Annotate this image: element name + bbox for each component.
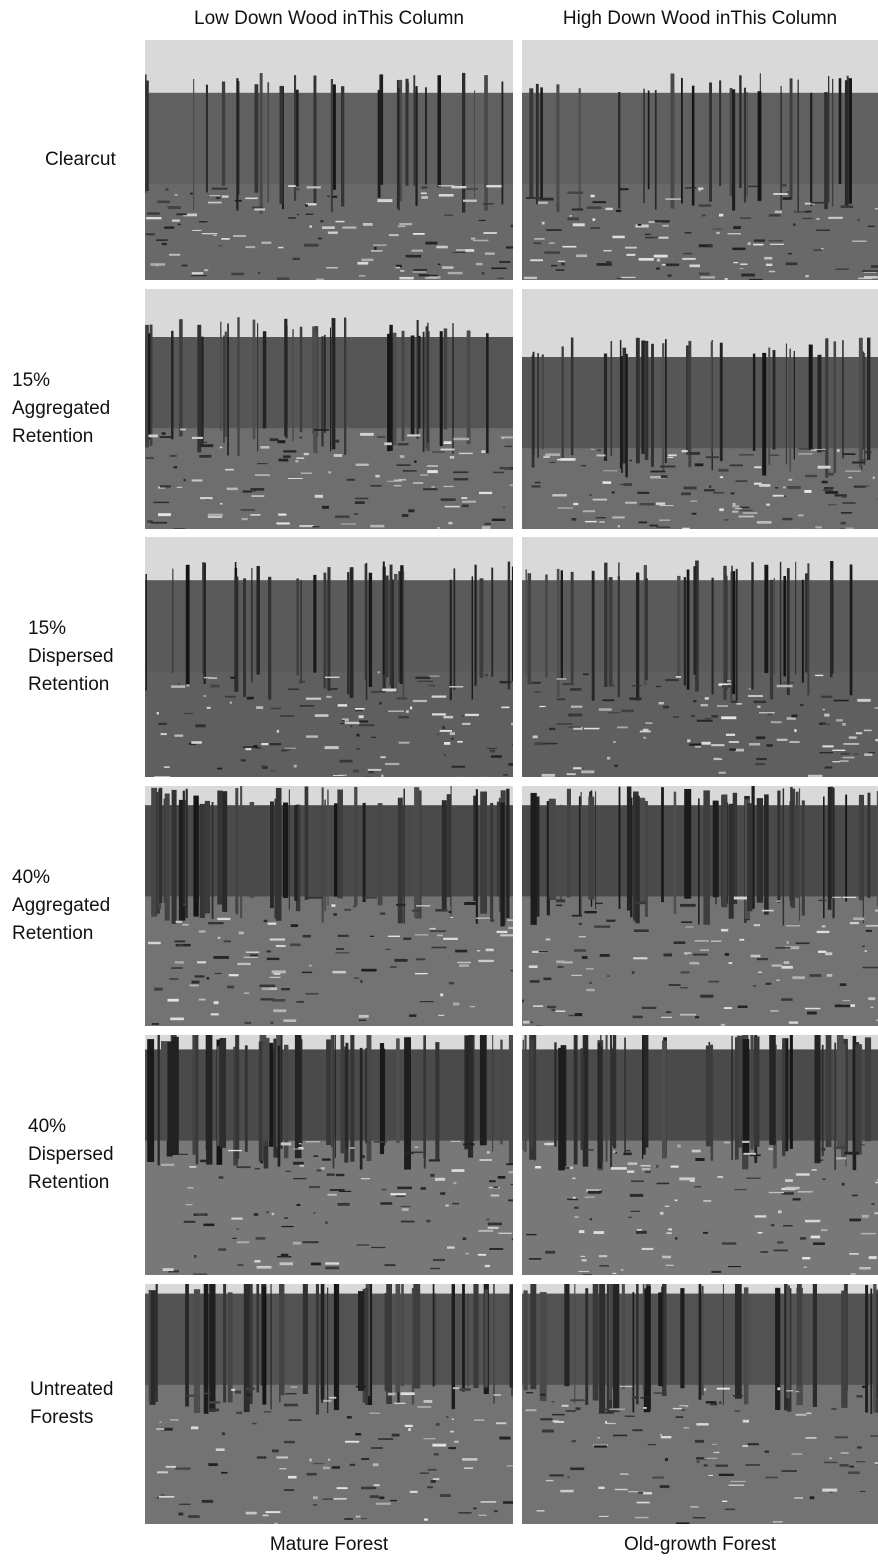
row-label-untreated: Untreated Forests [0, 1284, 145, 1524]
row-label-text: 15% Dispersed Retention [28, 618, 114, 695]
column-footer-mature-forest: Mature Forest [269, 1534, 389, 1555]
column-header-high-down-wood: High Down Wood inThis Column [562, 8, 838, 29]
column-footer-old-growth-forest: Old-growth Forest [623, 1534, 777, 1555]
row-label-15-aggregated: 15% Aggregated Retention [0, 289, 145, 529]
row-label-text: 40% Dispersed Retention [28, 1116, 114, 1193]
row-label-text: 15% Aggregated Retention [12, 370, 111, 447]
row-label-40-dispersed: 40% Dispersed Retention [0, 1035, 145, 1275]
row-label-clearcut: Clearcut [0, 40, 145, 280]
forest-photo [522, 1035, 878, 1275]
forest-photo [145, 1035, 513, 1275]
forest-photo [522, 786, 878, 1026]
forest-photo [145, 537, 513, 777]
row-label-text: 40% Aggregated Retention [12, 867, 111, 944]
forest-photo [145, 786, 513, 1026]
forest-photo [522, 1284, 878, 1524]
forest-photo [145, 40, 513, 280]
row-label-text: Clearcut [45, 149, 116, 170]
row-label-15-dispersed: 15% Dispersed Retention [0, 537, 145, 777]
forest-photo [145, 289, 513, 529]
forest-photo [145, 1284, 513, 1524]
row-label-40-aggregated: 40% Aggregated Retention [0, 786, 145, 1026]
forest-photo [522, 537, 878, 777]
column-header-low-down-wood: Low Down Wood inThis Column [194, 8, 464, 29]
forest-photo [522, 289, 878, 529]
row-label-text: Untreated Forests [30, 1379, 114, 1428]
forest-photo [522, 40, 878, 280]
